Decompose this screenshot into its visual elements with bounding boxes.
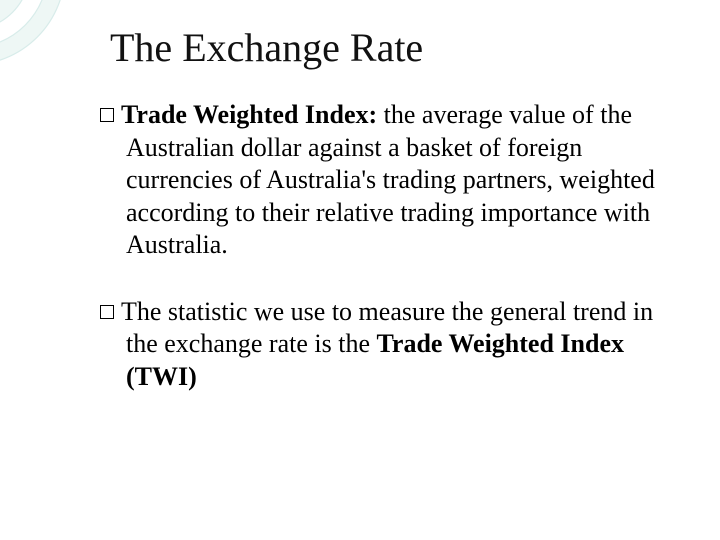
- bullet-lead-bold: Trade Weighted Index:: [121, 100, 377, 129]
- bullet-item: The statistic we use to measure the gene…: [100, 296, 660, 394]
- bullet-item: Trade Weighted Index: the average value …: [100, 99, 660, 262]
- square-bullet-icon: [100, 108, 114, 122]
- slide: The Exchange Rate Trade Weighted Index: …: [0, 0, 720, 540]
- slide-title: The Exchange Rate: [110, 24, 660, 71]
- square-bullet-icon: [100, 305, 114, 319]
